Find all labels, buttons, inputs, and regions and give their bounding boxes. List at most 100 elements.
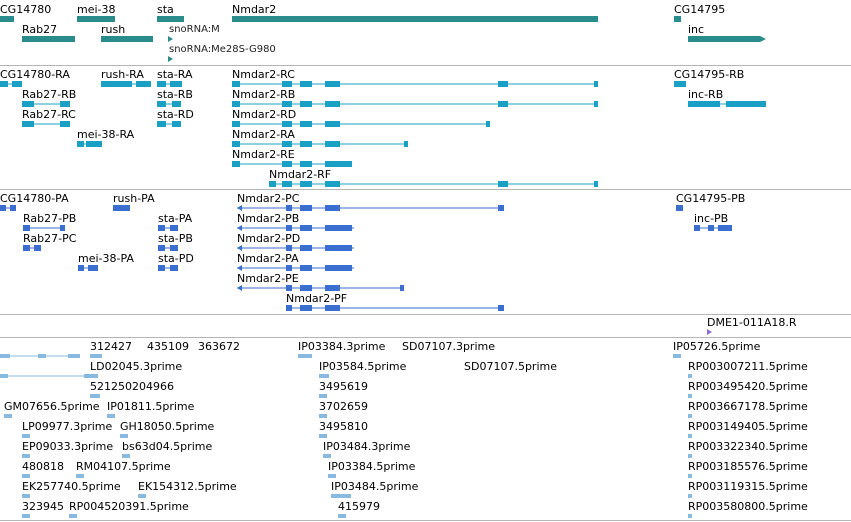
transcript-exon[interactable] (101, 81, 132, 87)
protein-strand-arrow[interactable] (158, 245, 163, 251)
est-block[interactable] (69, 514, 77, 518)
transcript-strand-arrow[interactable] (157, 101, 162, 107)
protein-strand-arrow[interactable] (158, 265, 163, 271)
feature-label[interactable]: RP003007211.5prime (688, 360, 808, 373)
est-block[interactable] (688, 494, 692, 498)
protein-exon[interactable] (708, 225, 714, 231)
feature-label[interactable]: snoRNA:Me28S-G980 (169, 44, 276, 55)
feature-label[interactable]: CG14780-PA (0, 192, 69, 205)
transcript-exon[interactable] (300, 101, 312, 107)
protein-strand-arrow[interactable] (78, 265, 83, 271)
est-block[interactable] (319, 394, 327, 398)
feature-label[interactable]: Rab27-RC (22, 108, 76, 121)
transcript-exon[interactable] (282, 81, 292, 87)
feature-label[interactable]: GM07656.5prime (4, 400, 100, 413)
gene-glyph[interactable] (157, 16, 184, 22)
est-block[interactable] (90, 394, 100, 398)
feature-label[interactable]: RP003185576.5prime (688, 460, 808, 473)
est-block[interactable] (298, 354, 312, 358)
transcript-strand-arrow[interactable] (157, 81, 162, 87)
protein-strand-arrow[interactable] (237, 285, 242, 291)
transcript-exon[interactable] (300, 81, 312, 87)
est-block[interactable] (22, 474, 30, 478)
est-block[interactable] (107, 414, 115, 418)
protein-exon[interactable] (88, 265, 98, 271)
protein-exon[interactable] (300, 225, 312, 231)
feature-label[interactable]: SD07107.3prime (402, 340, 495, 353)
feature-label[interactable]: sta-RD (157, 108, 194, 121)
feature-label[interactable]: RP003119315.5prime (688, 480, 808, 493)
est-block[interactable] (122, 454, 130, 458)
feature-label[interactable]: Nmdar2 (232, 3, 277, 16)
protein-exon[interactable] (498, 205, 504, 211)
feature-label[interactable]: 480818 (22, 460, 64, 473)
feature-label[interactable]: 3702659 (319, 400, 368, 413)
bac-end-glyph[interactable] (707, 329, 712, 335)
transcript-exon[interactable] (325, 101, 340, 107)
feature-label[interactable]: CG14780 (0, 3, 52, 16)
protein-exon[interactable] (718, 225, 732, 231)
feature-label[interactable]: sta-PD (158, 252, 194, 265)
transcript-exon[interactable] (325, 141, 340, 147)
feature-label[interactable]: rush-PA (113, 192, 155, 205)
snorna-glyph[interactable] (168, 56, 173, 62)
transcript-exon[interactable] (22, 121, 34, 127)
feature-label[interactable]: EK154312.5prime (138, 480, 237, 493)
feature-label[interactable]: IP03384.3prime (298, 340, 386, 353)
protein-exon[interactable] (400, 285, 404, 291)
transcript-exon[interactable] (86, 141, 102, 147)
feature-label[interactable]: IP01811.5prime (107, 400, 195, 413)
est-block[interactable] (22, 514, 30, 518)
feature-label[interactable]: snoRNA:M (169, 24, 220, 35)
transcript-exon[interactable] (172, 101, 181, 107)
protein-exon[interactable] (325, 205, 340, 211)
protein-strand-arrow[interactable] (286, 305, 291, 311)
transcript-exon[interactable] (726, 101, 766, 107)
transcript-strand-arrow[interactable] (232, 121, 237, 127)
feature-label[interactable]: 323945 (22, 500, 64, 513)
feature-label[interactable]: DME1-011A18.R (707, 316, 797, 329)
protein-exon[interactable] (300, 205, 312, 211)
protein-exon[interactable] (10, 205, 16, 211)
protein-strand-arrow[interactable] (694, 225, 699, 231)
est-block[interactable] (76, 474, 84, 478)
protein-strand-arrow[interactable] (158, 225, 163, 231)
transcript-exon[interactable] (594, 181, 598, 187)
transcript-exon[interactable] (60, 101, 70, 107)
feature-label[interactable]: LP09977.3prime (22, 420, 113, 433)
gene-glyph[interactable] (0, 16, 14, 22)
feature-label[interactable]: GH18050.5prime (120, 420, 215, 433)
protein-exon[interactable] (170, 245, 178, 251)
feature-label[interactable]: Nmdar2-PA (237, 252, 299, 265)
protein-exon[interactable] (286, 265, 292, 271)
transcript-strand-arrow[interactable] (232, 101, 237, 107)
feature-label[interactable]: Rab27-PB (23, 212, 77, 225)
feature-label[interactable]: IP05726.5prime (673, 340, 761, 353)
transcript-strand-arrow[interactable] (269, 181, 274, 187)
est-block[interactable] (68, 354, 80, 358)
feature-label[interactable]: Nmdar2-RE (232, 148, 295, 161)
feature-label[interactable]: Rab27-PC (23, 232, 77, 245)
transcript-exon[interactable] (60, 121, 70, 127)
feature-label[interactable]: inc-PB (694, 212, 729, 225)
feature-label[interactable]: Nmdar2-RF (269, 168, 332, 181)
est-block[interactable] (338, 514, 346, 518)
gene-strand-arrow[interactable] (760, 36, 766, 42)
est-block[interactable] (0, 374, 8, 378)
protein-exon[interactable] (113, 205, 130, 211)
protein-strand-arrow[interactable] (0, 205, 5, 211)
feature-label[interactable]: sta (157, 3, 174, 16)
protein-exon[interactable] (325, 305, 340, 311)
feature-label[interactable]: IP03484.3prime (323, 440, 411, 453)
feature-label[interactable]: inc-RB (688, 88, 724, 101)
transcript-exon[interactable] (22, 101, 34, 107)
feature-label[interactable]: mei-38-PA (78, 252, 134, 265)
transcript-strand-arrow[interactable] (232, 141, 237, 147)
feature-label[interactable]: EP09033.3prime (22, 440, 114, 453)
protein-strand-arrow[interactable] (113, 205, 118, 211)
protein-strand-arrow[interactable] (237, 265, 242, 271)
est-block[interactable] (22, 494, 30, 498)
feature-label[interactable]: RP003667178.5prime (688, 400, 808, 413)
transcript-exon[interactable] (300, 161, 312, 167)
est-block[interactable] (328, 474, 336, 478)
